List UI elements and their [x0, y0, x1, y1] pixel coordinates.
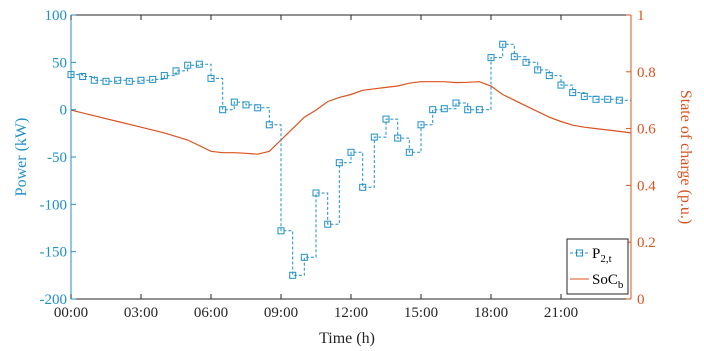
- right-tick-label: 1: [637, 8, 645, 24]
- power-point-marker: [277, 227, 285, 235]
- power-point-marker: [394, 134, 402, 142]
- legend-power-label: P2,t: [592, 246, 612, 265]
- power-point-marker: [160, 72, 168, 80]
- legend-soc-label: SoCb: [592, 272, 624, 291]
- power-point-marker: [300, 253, 308, 261]
- power-point-marker: [125, 77, 133, 85]
- left-axis-label: Power (kW): [13, 118, 30, 197]
- power-point-marker: [137, 76, 145, 84]
- power-stairs-line: [71, 43, 631, 276]
- power-point-marker: [440, 105, 448, 113]
- power-point-marker: [102, 77, 110, 85]
- power-point-marker: [335, 159, 343, 167]
- power-point-marker: [265, 121, 273, 129]
- power-point-marker: [592, 95, 600, 103]
- power-point-marker: [312, 189, 320, 197]
- x-tick-label: 09:00: [264, 305, 298, 321]
- power-point-marker: [569, 89, 577, 97]
- power-point-marker: [615, 96, 623, 104]
- power-point-marker: [114, 76, 122, 84]
- soc-line: [70, 81, 632, 155]
- power-point-marker: [149, 75, 157, 83]
- x-tick-label: 06:00: [194, 305, 228, 321]
- power-point-marker: [79, 73, 87, 80]
- power-point-marker: [405, 148, 413, 156]
- power-point-marker: [604, 95, 612, 103]
- x-tick-label: 21:00: [544, 305, 578, 321]
- left-tick-label: -100: [40, 197, 68, 213]
- x-tick-label: 03:00: [124, 305, 158, 321]
- power-point-marker: [347, 148, 355, 156]
- power-point-marker: [499, 40, 507, 48]
- power-point-marker: [207, 74, 215, 82]
- power-point-marker: [289, 271, 297, 279]
- power-point-marker: [359, 183, 367, 191]
- power-point-marker: [172, 67, 180, 75]
- x-tick-label: 00:00: [54, 305, 88, 321]
- left-tick-label: -150: [40, 245, 68, 261]
- power-point-marker: [195, 60, 203, 68]
- legend: P2,t SoCb: [566, 238, 629, 295]
- power-point-marker: [370, 133, 378, 141]
- legend-power-marker: [576, 249, 583, 257]
- power-point-marker: [382, 115, 390, 123]
- left-tick-label: -200: [40, 292, 68, 308]
- power-point-marker: [510, 53, 518, 61]
- power-point-marker: [464, 106, 472, 114]
- left-tick-label: 100: [45, 8, 68, 24]
- left-tick-label: 50: [52, 55, 67, 71]
- power-point-marker: [429, 106, 437, 114]
- right-tick-label: 0.2: [637, 235, 656, 251]
- power-point-marker: [557, 81, 565, 89]
- power-point-marker: [230, 98, 238, 106]
- power-point-marker: [534, 66, 542, 74]
- power-point-marker: [522, 58, 530, 66]
- left-tick-label: -50: [47, 150, 67, 166]
- power-point-marker: [417, 121, 425, 129]
- right-tick-label: 0.6: [637, 122, 656, 138]
- power-point-marker: [242, 101, 250, 109]
- legend-box: [566, 238, 629, 295]
- power-point-marker: [184, 61, 192, 69]
- power-point-marker: [475, 106, 483, 114]
- tick-labels: 00:00 03:00 06:00 09:00 12:00 15:00 18:00 21:00…: [40, 8, 657, 321]
- x-tick-label: 15:00: [404, 305, 438, 321]
- x-tick-label: 18:00: [474, 305, 508, 321]
- power-point-marker: [545, 72, 553, 80]
- power-point-marker: [580, 92, 588, 100]
- right-tick-label: 0: [637, 292, 645, 308]
- right-axis-label: State of charge (p.u.): [677, 90, 694, 224]
- power-point-marker: [254, 104, 262, 112]
- power-point-marker: [487, 54, 495, 62]
- x-axis-label: Time (h): [319, 330, 375, 347]
- power-point-marker: [452, 99, 460, 107]
- x-tick-label: 12:00: [334, 305, 368, 321]
- left-tick-label: 0: [60, 103, 68, 119]
- power-point-marker: [324, 220, 332, 228]
- right-tick-label: 0.8: [637, 65, 656, 81]
- power-series: [67, 40, 631, 279]
- axes: [70, 14, 632, 300]
- power-point-marker: [219, 106, 227, 114]
- soc-series: [70, 81, 632, 155]
- right-tick-label: 0.4: [637, 178, 656, 194]
- power-point-marker: [90, 76, 98, 84]
